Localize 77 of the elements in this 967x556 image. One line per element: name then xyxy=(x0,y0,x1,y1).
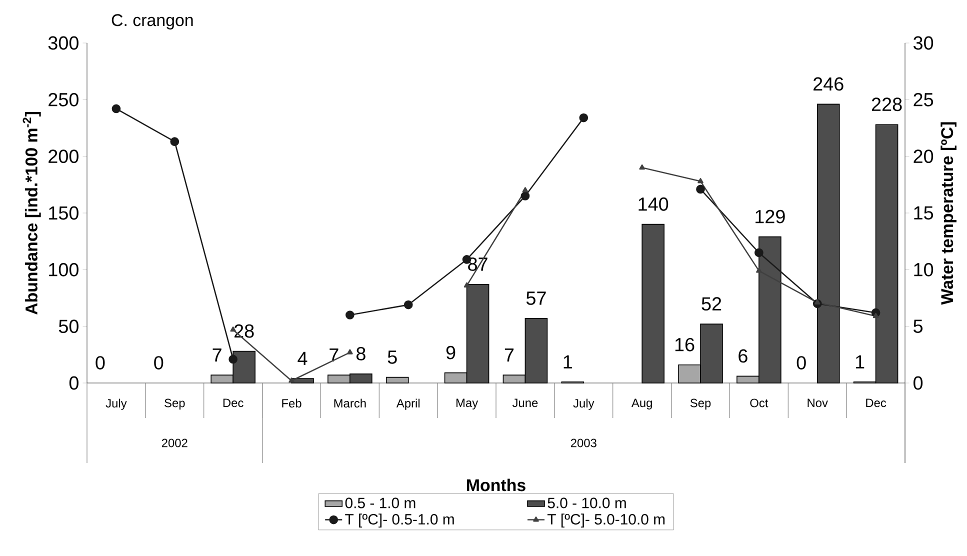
data-label: 4 xyxy=(298,352,308,365)
point xyxy=(464,282,470,288)
data-label: 140 xyxy=(638,197,668,211)
chart-title: C. crangon xyxy=(112,14,193,30)
y2-tick-label: 10 xyxy=(914,262,934,276)
point xyxy=(814,299,820,304)
text: 2003 xyxy=(570,438,596,448)
y-axis-title: Abundance [ind.*100 m$^{-2}$] xyxy=(22,112,41,315)
x-tick-label: July xyxy=(106,398,127,410)
x-tick-label: March xyxy=(334,398,366,408)
x-tick-label: July xyxy=(573,398,594,410)
data-label: 28 xyxy=(234,324,254,338)
y2-tick-label: 25 xyxy=(914,92,934,106)
y2-tick-label: 20 xyxy=(914,150,934,164)
x-tick-label: Aug xyxy=(631,398,652,410)
legend-label: 5.0 - 10.0 m xyxy=(548,498,626,508)
data-label: 7 xyxy=(504,348,514,362)
point xyxy=(228,354,238,364)
data-label: 129 xyxy=(756,210,785,224)
data-label: 1 xyxy=(856,355,864,368)
y-tick-label: 300 xyxy=(48,36,78,50)
data-label: 0 xyxy=(796,356,806,370)
x-tick-label: Dec xyxy=(223,398,244,408)
x-tick-label: Feb xyxy=(282,398,302,408)
point xyxy=(756,268,762,273)
point xyxy=(112,104,121,114)
y-tick-label: 100 xyxy=(49,262,78,276)
data-label: 228 xyxy=(872,98,902,112)
y-tick-label: 250 xyxy=(48,92,78,106)
data-label: 9 xyxy=(446,346,456,360)
y-tick-label: 50 xyxy=(58,320,78,334)
legend-label: T [ºC]- 5.0-10.0 m xyxy=(547,514,665,528)
point xyxy=(698,178,704,184)
y2-tick-label: 15 xyxy=(914,206,934,220)
data-label: 1 xyxy=(564,355,572,368)
point xyxy=(347,349,353,354)
y2-tick-label: 0 xyxy=(914,376,923,390)
y2-axis-title: Water temperature [ºC] xyxy=(940,122,956,305)
point xyxy=(754,248,764,258)
x-axis-title: Months xyxy=(467,478,526,492)
x-tick-label: April xyxy=(396,398,420,410)
text: 2002 xyxy=(162,438,188,448)
point xyxy=(872,312,879,318)
point xyxy=(639,164,645,170)
x-tick-label: Sep xyxy=(690,398,711,410)
data-label: 16 xyxy=(675,338,694,352)
point xyxy=(522,187,528,192)
x-tick-label: May xyxy=(456,398,478,410)
y-tick-label: 150 xyxy=(49,206,78,220)
legend-label: 0.5 - 1.0 m xyxy=(345,498,416,508)
data-label: 0 xyxy=(154,356,164,370)
point xyxy=(170,137,180,146)
data-label: 6 xyxy=(738,349,748,363)
legend-label: T [ºC]- 0.5-1.0 m xyxy=(345,514,454,528)
x-tick-label: Sep xyxy=(164,398,185,410)
data-label: 52 xyxy=(702,297,722,311)
data-label: 0 xyxy=(96,356,105,370)
x-tick-label: Nov xyxy=(808,398,828,408)
point xyxy=(404,300,413,310)
y2-tick-label: 5 xyxy=(914,320,923,333)
y-tick-label: 0 xyxy=(69,376,78,390)
point xyxy=(288,377,294,383)
point xyxy=(579,113,588,122)
data-label: 57 xyxy=(526,292,546,305)
x-tick-label: June xyxy=(512,398,538,408)
data-label: 7 xyxy=(212,348,222,362)
data-label: 246 xyxy=(814,77,844,91)
y-tick-label: 200 xyxy=(48,150,78,164)
point xyxy=(696,184,705,194)
y2-tick-label: 30 xyxy=(914,36,934,50)
data-label: 5 xyxy=(388,350,397,364)
x-tick-label: Oct xyxy=(750,398,768,408)
point xyxy=(346,310,354,320)
x-tick-label: Dec xyxy=(866,398,886,408)
data-label: 8 xyxy=(356,347,366,360)
data-label: 7 xyxy=(330,348,338,362)
point xyxy=(520,192,530,200)
